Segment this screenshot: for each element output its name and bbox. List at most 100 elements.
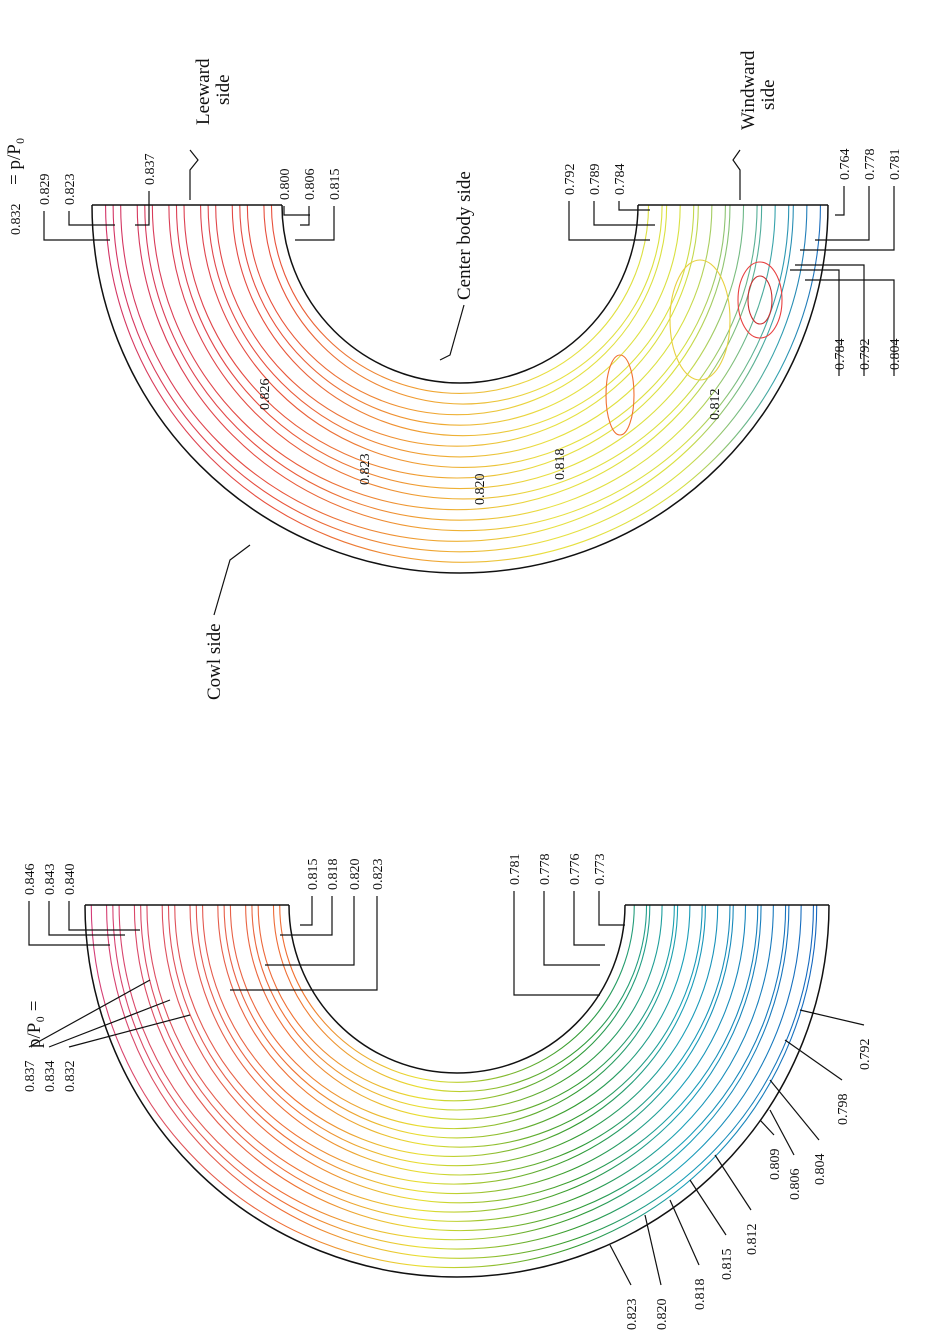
outer-wall — [91, 204, 829, 574]
leader-line — [609, 1244, 632, 1286]
contour-line — [118, 904, 790, 1241]
label: 0.812 — [708, 389, 723, 421]
label: 0.776 — [568, 854, 583, 886]
label: = p/P₀ — [4, 138, 25, 185]
contour-line — [229, 904, 679, 1130]
labels: 0.832 = p/P₀ 0.829 0.823 0.837 0.800 0.806 0.81… — [4, 50, 903, 1330]
leader-line — [68, 901, 140, 931]
contour-line — [279, 904, 635, 1083]
leader-line — [28, 901, 110, 946]
leader-line — [265, 896, 355, 966]
contour-line — [223, 904, 691, 1139]
closed-contour — [669, 259, 731, 381]
leader-line — [644, 1214, 662, 1286]
contour-line — [231, 204, 695, 437]
label: 0.789 — [588, 164, 603, 196]
label: 0.823 — [63, 174, 78, 206]
closed-contour — [605, 354, 635, 436]
contour-line — [136, 204, 790, 532]
label: 0.764 — [838, 149, 853, 181]
leader-line — [213, 544, 251, 616]
leader-line — [714, 1154, 752, 1211]
contour-line — [167, 904, 747, 1195]
label: 0.820 — [348, 859, 363, 891]
contour-line — [90, 904, 818, 1269]
label: 0.829 — [38, 174, 53, 206]
label: 0.818 — [693, 1279, 708, 1311]
leader-line — [598, 891, 625, 926]
contour-line — [239, 204, 681, 426]
contour-line — [245, 904, 675, 1120]
closed-contour — [737, 261, 783, 339]
leader-line — [799, 1009, 865, 1026]
leader-line — [135, 191, 150, 226]
leader-line — [835, 186, 845, 216]
contour-line — [174, 904, 734, 1185]
label: 0.834 — [43, 1061, 58, 1093]
leader-line — [790, 269, 840, 376]
leader-line — [513, 891, 600, 996]
contour-line — [144, 204, 776, 521]
closed-contour — [747, 275, 773, 325]
label: 0.792 — [858, 339, 873, 371]
leader-line — [769, 1109, 795, 1156]
contour-line — [251, 904, 663, 1111]
leader-line — [300, 206, 310, 226]
leader-line — [189, 149, 199, 200]
contour-line — [183, 204, 731, 479]
inner-wall — [281, 204, 639, 384]
leader-line — [68, 1014, 191, 1048]
contours — [84, 204, 830, 1278]
contour-line — [151, 204, 763, 511]
contour-line — [217, 904, 703, 1148]
label: 0.798 — [836, 1094, 851, 1126]
label: 0.800 — [278, 169, 293, 201]
label: 0.792 — [858, 1039, 873, 1071]
leader-line — [800, 186, 895, 251]
label: 0.846 — [23, 864, 38, 896]
leader-line — [28, 979, 151, 1048]
label: 0.792 — [563, 164, 578, 196]
label: 0.820 — [473, 474, 488, 506]
leader-line — [815, 186, 870, 241]
label: 0.832 — [9, 204, 24, 236]
leader-line — [784, 1039, 843, 1081]
leader-line — [689, 1179, 727, 1236]
contour-line — [112, 204, 808, 553]
label: 0.781 — [508, 854, 523, 886]
label: Leeward — [193, 58, 214, 125]
label: side — [758, 79, 779, 110]
label: 0.773 — [593, 854, 608, 886]
contour-line — [140, 904, 774, 1222]
label: 0.784 — [613, 164, 628, 196]
label: 0.837 — [23, 1061, 38, 1093]
leader-line — [300, 896, 313, 926]
contour-line — [105, 904, 815, 1259]
label: 0.784 — [833, 339, 848, 371]
label: 0.823 — [371, 859, 386, 891]
contour-line — [168, 204, 758, 500]
contour-line — [201, 904, 707, 1158]
label: 0.781 — [888, 149, 903, 181]
contour-line — [200, 204, 726, 468]
leader-line — [295, 206, 335, 241]
label: 0.843 — [43, 864, 58, 896]
leader-line — [568, 201, 650, 241]
contour-line — [146, 904, 762, 1213]
label: 0.804 — [888, 339, 903, 371]
leader-line — [618, 201, 650, 211]
outer-wall — [84, 904, 830, 1278]
leader-line — [769, 1079, 820, 1141]
label: side — [213, 74, 234, 105]
leader-line — [48, 999, 171, 1048]
contour-line — [189, 904, 731, 1176]
leader-line — [732, 149, 741, 200]
leader-line — [795, 264, 865, 376]
contour-line — [263, 204, 663, 405]
label: 0.806 — [788, 1169, 803, 1201]
inner-wall — [288, 904, 626, 1074]
contour-line — [105, 204, 821, 563]
label: Cowl side — [204, 623, 225, 700]
label: 0.826 — [258, 379, 273, 411]
label: p/P₀ = — [24, 1001, 45, 1048]
